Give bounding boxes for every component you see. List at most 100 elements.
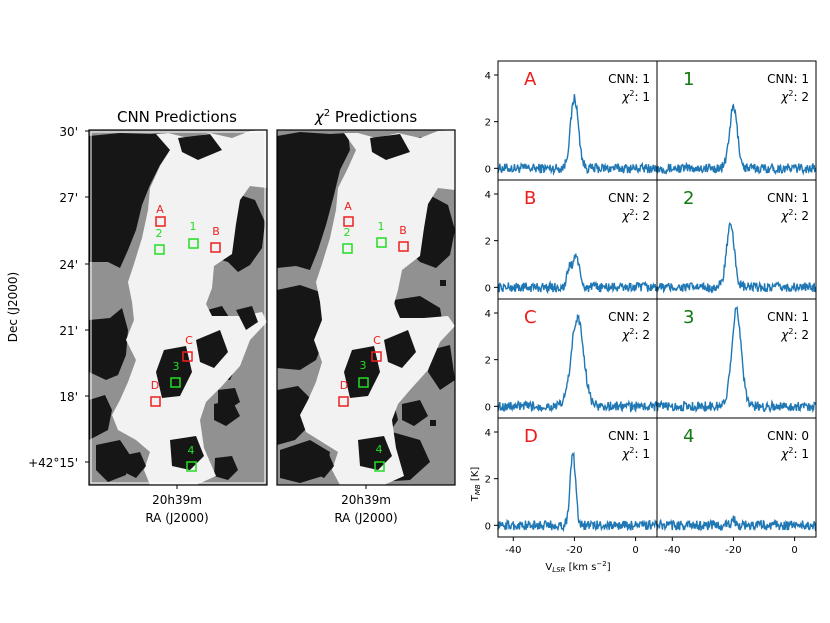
cnn-map-frame (88, 129, 268, 486)
spectrum-panel-B: 024 B CNN: 2χ2: 2 (485, 179, 658, 300)
spectrum-line (656, 222, 817, 294)
spectrum-label-1: 1 (683, 69, 694, 90)
cnn-class-text: CNN: 0 (767, 429, 809, 443)
ytick-label-21: 21' (59, 324, 78, 338)
chi2-marker-B-label: B (399, 224, 407, 237)
chi2-class-text: χ2: 2 (780, 208, 809, 223)
chi2-class-text: χ2: 1 (621, 446, 650, 461)
chi2-value: : 2 (635, 209, 651, 223)
cnn-class-text: CNN: 2 (608, 191, 650, 205)
chi2-class-text: χ2: 2 (621, 208, 650, 223)
chi-sup: 2 (629, 446, 634, 455)
chi2-class-text: χ2: 2 (621, 327, 650, 342)
spectrum-label-C: C (524, 307, 537, 328)
ytick-label: 4 (485, 71, 491, 82)
spectrum-label-2: 2 (683, 188, 694, 209)
chi2-marker-1-label: 1 (378, 220, 385, 233)
cnn-marker-A (155, 216, 166, 227)
chi2-marker-A-label: A (344, 200, 352, 213)
chi2-map-xtick-label: 20h39m (341, 493, 391, 507)
cnn-marker-1 (188, 238, 199, 249)
spectrum-line (497, 253, 658, 295)
spectra-xlabel-unit-sup: −2 (596, 560, 606, 568)
spectrum-panel-C: 024 C CNN: 2χ2: 2 (485, 298, 658, 419)
chi-sup: 2 (788, 446, 793, 455)
cnn-marker-B-label: B (212, 225, 220, 238)
chi-sup: 2 (629, 327, 634, 336)
chi2-marker-4-label: 4 (376, 443, 383, 456)
ytick-label-27: 27' (59, 191, 78, 205)
ytick-label: 2 (485, 118, 491, 129)
cnn-class-text: CNN: 1 (767, 310, 809, 324)
cnn-class-text: CNN: 1 (767, 72, 809, 86)
cnn-marker-3 (170, 377, 181, 388)
spectrum-panel-1: 1 CNN: 1 χ2: 2 (656, 60, 817, 181)
chi2-map-title: χ2 Predictions (314, 108, 418, 126)
chi2-value: : 1 (794, 447, 810, 461)
xtick-label: -40 (505, 545, 521, 556)
spectrum-line (497, 313, 658, 413)
chi2-title-chi: χ (314, 108, 325, 126)
chi2-value: : 1 (635, 447, 651, 461)
chi-symbol: χ (780, 90, 789, 104)
xtick-label: -20 (725, 545, 741, 556)
chi2-marker-2-label: 2 (344, 226, 351, 239)
spectrum-panel-3: 3 CNN: 1 χ2: 2 (656, 298, 817, 419)
ytick-label: 4 (485, 309, 491, 320)
spectra-ylabel-sub: MB (474, 484, 482, 495)
xtick-label: -40 (664, 545, 680, 556)
cnn-marker-3-label: 3 (173, 360, 180, 373)
cnn-map-panel: CNN Predictions (6, 108, 268, 525)
cnn-class-text: CNN: 1 (767, 191, 809, 205)
chi-symbol: χ (621, 328, 630, 342)
ytick-label: 4 (485, 190, 491, 201)
spectrum-panel-D: 024-40 -20 0D CNN: 1χ2: 1 (485, 417, 658, 556)
spectrum-panel-4: -40 -20 0 4 CNN: 0 χ2: 1 (656, 417, 817, 556)
chi2-marker-3 (358, 377, 369, 388)
chi2-title-suffix: Predictions (330, 108, 417, 126)
spectra-ylabel: TMB [K] (470, 467, 482, 503)
chi-symbol: χ (621, 90, 630, 104)
ytick-label-15: +42°15' (28, 456, 78, 470)
chi2-marker-D-label: D (340, 379, 348, 392)
chi-symbol: χ (621, 209, 630, 223)
ytick-label: 0 (485, 402, 491, 413)
chi2-title-sup: 2 (324, 108, 330, 119)
ytick-label: 4 (485, 428, 491, 439)
ytick-label: 0 (485, 521, 491, 532)
spectrum-label-A: A (524, 69, 537, 90)
chi-sup: 2 (788, 327, 793, 336)
chi2-value: : 2 (794, 90, 810, 104)
cnn-map-ylabel: Dec (J2000) (6, 272, 20, 342)
cnn-marker-D-label: D (151, 379, 159, 392)
chi2-marker-C-label: C (373, 334, 381, 347)
chi-sup: 2 (629, 89, 634, 98)
spectrum-panel-A: 024 A CNN: 1χ2: 1 (485, 60, 658, 181)
chi2-marker-D (338, 396, 349, 407)
ytick-label-24: 24' (59, 258, 78, 272)
chi2-value: : 2 (794, 328, 810, 342)
cnn-map-inner-frame (90, 131, 266, 484)
xtick-label: 0 (632, 545, 638, 556)
chi2-map-panel: χ2 Predictions A B (276, 108, 456, 525)
cnn-class-text: CNN: 1 (608, 72, 650, 86)
cnn-map-markers: A B C D 1 2 3 4 (150, 203, 221, 472)
chi2-map-markers: A B C D 1 2 3 4 (338, 200, 409, 472)
chi2-class-text: χ2: 2 (780, 327, 809, 342)
chi2-marker-C (371, 351, 382, 362)
cnn-marker-4 (186, 461, 197, 472)
chi2-class-text: χ2: 2 (780, 89, 809, 104)
spectrum-line (656, 103, 817, 176)
spectrum-line (656, 305, 817, 414)
cnn-map-xlabel: RA (J2000) (145, 511, 208, 525)
cnn-marker-A-label: A (156, 203, 164, 216)
spectra-xlabel-unit: [km s (565, 562, 596, 573)
spectrum-line (497, 451, 658, 533)
spectrum-line (656, 515, 817, 532)
xtick-label: -20 (566, 545, 582, 556)
spectra-ylabel-main: T (470, 494, 481, 502)
chi2-class-text: χ2: 1 (780, 446, 809, 461)
cnn-marker-C-label: C (185, 334, 193, 347)
